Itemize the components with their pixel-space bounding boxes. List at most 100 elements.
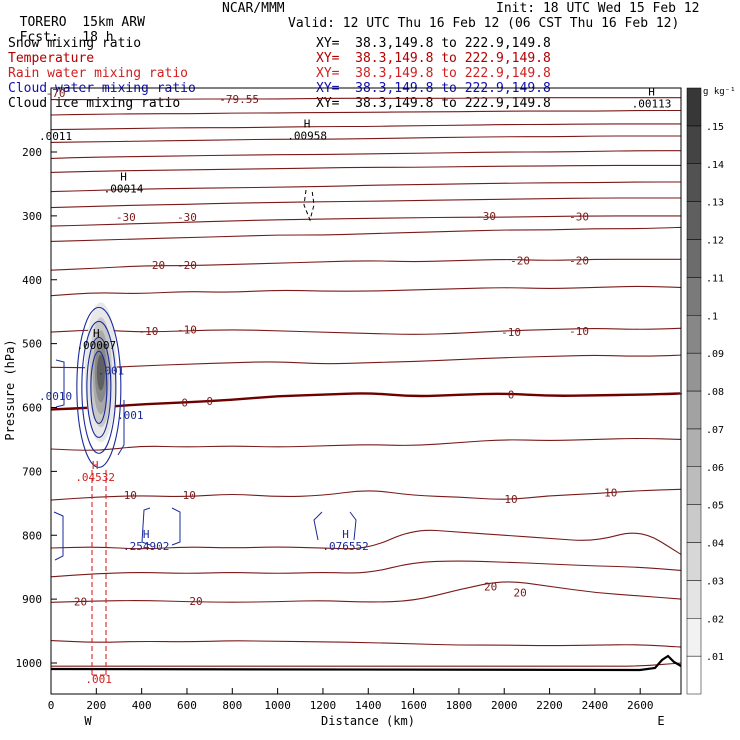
- isotherm-label: -10: [177, 324, 197, 337]
- colorbar-cell: [686, 618, 702, 657]
- isotherm-line: [50, 560, 682, 578]
- isotherm-label: 10: [504, 493, 517, 506]
- colorbar-cell: [686, 466, 702, 505]
- isotherm-line: [50, 392, 683, 411]
- y-axis-label: Pressure (hPa): [3, 339, 17, 440]
- isotherm-label: 0: [206, 395, 213, 408]
- x-axis-label: Distance (km): [321, 714, 415, 728]
- y-tick-label: 900: [22, 593, 42, 606]
- colorbar-tick-label: .11: [706, 273, 724, 284]
- terrain-layer: [50, 654, 682, 672]
- isotherm-line: [51, 662, 682, 667]
- isotherm-line: [50, 258, 681, 271]
- isotherm-label: 20: [513, 587, 526, 600]
- isotherm-line: [50, 640, 682, 648]
- field-section-coords: XY= 38.3,149.8 to 222.9,149.8: [316, 51, 551, 66]
- header-model: TORERO 15km ARW: [4, 2, 145, 30]
- isotherm-label: -10: [569, 325, 589, 338]
- extremum-value: .0010: [39, 390, 72, 403]
- extremum-value: .0011: [39, 130, 72, 143]
- x-tick-label: 1400: [355, 699, 382, 712]
- colorbar-tick-label: .1: [706, 311, 718, 322]
- field-name: Cloud water mixing ratio: [8, 81, 196, 96]
- extremum-mark: H: [342, 528, 349, 541]
- colorbar-tick-label: .06: [706, 463, 724, 474]
- extremum-mark: H: [120, 170, 127, 183]
- colorbar-cell: [686, 239, 702, 278]
- colorbar-cell: [686, 163, 702, 202]
- isotherm-label: 20: [74, 596, 87, 609]
- colorbar-cell: [686, 125, 702, 164]
- field-section-coords: XY= 38.3,149.8 to 222.9,149.8: [316, 96, 551, 111]
- isotherm-line: [50, 327, 682, 335]
- west-label: W: [84, 714, 92, 728]
- isotherm-label: -70: [46, 87, 66, 100]
- extremum-mark: H: [304, 117, 311, 130]
- fcst-value: 18 h: [82, 30, 114, 45]
- extremum-value: .00113: [632, 97, 672, 110]
- extremum-value: .00014: [104, 182, 144, 195]
- extremum-value: .00958: [287, 129, 327, 142]
- x-tick-label: 1800: [446, 699, 473, 712]
- extremum-value: .001: [98, 364, 125, 377]
- isotherm-line: [51, 97, 681, 101]
- cloud-water-contour: [90, 350, 108, 424]
- header-fcst: Fcst: 18 h: [4, 17, 114, 45]
- cloud-water-layer: [53, 189, 357, 561]
- y-tick-label: 700: [22, 465, 42, 478]
- isotherm-label: -79.55: [219, 93, 259, 106]
- cloud-water-contour: [53, 511, 64, 561]
- colorbar-tick-label: .04: [706, 539, 724, 550]
- isotherm-layer: [50, 97, 683, 667]
- y-tick-label: 400: [22, 274, 42, 287]
- cloud-water-contour: [76, 306, 122, 468]
- cloud-water-contour: [81, 320, 117, 454]
- cloud-water-contour: [141, 507, 151, 546]
- isotherm-line: [50, 226, 682, 242]
- y-tick-label: 800: [22, 529, 42, 542]
- isotherm-line: [50, 181, 682, 193]
- colorbar: .01 .02 .03 .04 .05 .06 .07 .08 .09 .1 .11 .12 .13 .1…: [686, 87, 736, 695]
- colorbar-cell: [686, 580, 702, 619]
- x-tick-label: 2400: [582, 699, 609, 712]
- isotherm-label: -20: [177, 259, 197, 272]
- plot-frame: [50, 87, 682, 695]
- snow-shade-contour: [96, 354, 105, 391]
- isotherm-label: 0: [508, 389, 515, 402]
- model-name: TORERO: [19, 15, 67, 30]
- extremum-mark: H: [93, 327, 100, 340]
- field-name: Snow mixing ratio: [8, 36, 142, 51]
- isotherm-label: 20: [189, 595, 202, 608]
- extremum-value: .00007: [76, 339, 116, 352]
- x-tick-label: 1600: [400, 699, 427, 712]
- cloud-ice-contour: [303, 189, 315, 222]
- isotherm-line: [50, 354, 682, 369]
- y-tick-label: 300: [22, 210, 42, 223]
- cloud-water-contour: [349, 511, 357, 541]
- y-tick-label: 200: [22, 146, 42, 159]
- x-tick-label: 2600: [627, 699, 654, 712]
- colorbar-cell: [686, 201, 702, 240]
- colorbar-cell: [686, 352, 702, 392]
- east-label: E: [657, 714, 664, 728]
- isotherm-label: 10: [183, 489, 196, 502]
- isotherm-label: -30: [569, 211, 589, 224]
- x-tick-label: 0: [48, 699, 55, 712]
- isotherm-label: -20: [569, 255, 589, 268]
- model-resolution: 15km ARW: [82, 15, 145, 30]
- colorbar-tick-label: .01: [706, 652, 724, 663]
- cloud-water-contour: [55, 359, 65, 408]
- isotherm-label: -20: [145, 259, 165, 272]
- isotherm-line: [50, 488, 682, 501]
- colorbar-tick-label: .09: [706, 349, 724, 360]
- field-section-coords: XY= 38.3,149.8 to 222.9,149.8: [316, 66, 551, 81]
- y-tick-label: 1000: [16, 657, 43, 670]
- colorbar-unit: g kg⁻¹: [703, 87, 736, 97]
- isotherm-line: [50, 135, 681, 143]
- isotherm-line: [50, 150, 681, 159]
- isotherm-line: [50, 109, 681, 116]
- extremum-value: .076552: [322, 540, 368, 553]
- extremum-mark: H: [648, 85, 655, 98]
- extremum-mark: H: [92, 459, 99, 472]
- x-tick-label: 1200: [310, 699, 337, 712]
